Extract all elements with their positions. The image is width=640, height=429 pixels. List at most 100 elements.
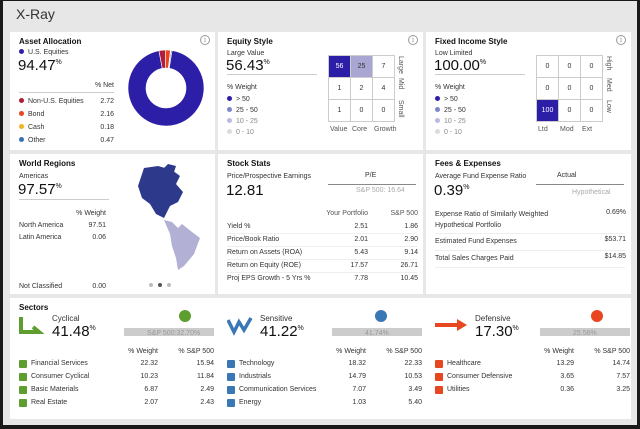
style-cell[interactable]: 0	[581, 100, 603, 122]
sector-group-name: Defensive	[475, 314, 511, 323]
legend-label: 10 - 25	[236, 118, 258, 125]
fees-panel: Fees & Expenses Average Fund Expense Rat…	[426, 154, 631, 294]
style-row-label: High	[605, 56, 612, 71]
world-regions-title: World Regions	[19, 159, 76, 168]
style-cell[interactable]: 2	[351, 78, 373, 100]
style-cell[interactable]: 7	[373, 56, 395, 78]
not-classified-label: Not Classified	[19, 283, 63, 290]
info-icon[interactable]: i	[200, 35, 210, 45]
sector-weight-value: 3.65	[560, 373, 574, 380]
fee-label: Estimated Fund Expenses	[435, 238, 517, 245]
asset-allocation-title: Asset Allocation	[19, 37, 82, 46]
equity-weight-label: % Weight	[227, 84, 257, 91]
sector-bench-value: 10.53	[404, 373, 422, 380]
sector-bench-marker	[591, 310, 603, 322]
actual-label: Actual	[557, 172, 577, 179]
sector-weight-value: 2.07	[144, 399, 158, 406]
expense-ratio-value: 0.39	[434, 182, 464, 199]
allocation-dot	[19, 110, 24, 116]
style-cell[interactable]: 1	[329, 78, 351, 100]
legend-row: 0 - 10	[435, 128, 462, 136]
legend-dot	[227, 128, 232, 134]
world-regions-panel: World Regions Americas 97.57% % Weight N…	[10, 154, 215, 294]
equity-style-box: 56 25 7 1 2 4 1 0 0	[328, 55, 395, 122]
stat-portfolio-value: 5.43	[354, 249, 368, 256]
legend-row: 10 - 25	[435, 117, 466, 125]
style-cell[interactable]: 0	[537, 78, 559, 100]
allocation-label: Bond	[28, 111, 45, 118]
allocation-label: Non-U.S. Equities	[28, 98, 84, 105]
region-value: 0.06	[92, 234, 106, 241]
stat-bench-value: 26.71	[400, 262, 418, 269]
style-column-label: Ext	[582, 126, 593, 133]
fee-label: Total Sales Charges Paid	[435, 255, 514, 262]
americas-map	[138, 164, 200, 270]
sector-weight-value: 1.03	[352, 399, 366, 406]
sector-icon	[227, 360, 235, 368]
defensive-icon	[435, 314, 467, 336]
stat-bench-value: 2.90	[404, 236, 418, 243]
sector-bench-header: % S&P 500	[178, 348, 214, 355]
style-cell[interactable]: 0	[581, 78, 603, 100]
style-cell[interactable]: 0	[559, 78, 581, 100]
allocation-row: Other	[19, 136, 46, 144]
fixed-income-panel: Fixed Income Style i Low Limited 100.00%…	[426, 32, 631, 150]
sector-weight-header: % Weight	[544, 348, 574, 355]
legend-dot	[227, 95, 232, 101]
fixed-income-main-value: 100.00	[434, 57, 480, 74]
info-icon[interactable]: i	[408, 35, 418, 45]
sector-bench-value: 22.33	[404, 360, 422, 367]
fee-label: Expense Ratio of Similarly Weighted Hypo…	[435, 211, 549, 229]
legend-label: > 50	[444, 96, 458, 103]
style-column-label: Ltd	[538, 126, 548, 133]
carousel-dots[interactable]	[149, 277, 175, 295]
style-cell[interactable]: 0	[537, 56, 559, 78]
style-cell[interactable]: 0	[559, 100, 581, 122]
allocation-row: Cash	[19, 123, 44, 131]
allocation-dot	[19, 97, 24, 103]
region-weight-header: % Weight	[76, 210, 106, 217]
equity-style-main-label: Large Value	[227, 50, 265, 57]
sector-bench-value: 7.57	[616, 373, 630, 380]
style-cell[interactable]: 1	[329, 100, 351, 122]
sector-weight-value: 18.32	[348, 360, 366, 367]
sector-bench-value: 3.25	[616, 386, 630, 393]
stat-label: Return on Equity (ROE)	[227, 262, 301, 269]
sector-bench-value: 3.49	[408, 386, 422, 393]
sector-bench-value: 15.94	[196, 360, 214, 367]
fee-value: $14.85	[604, 253, 626, 260]
style-cell[interactable]: 56	[329, 56, 351, 78]
fee-value: $53.71	[604, 236, 626, 243]
sector-weight-value: 0.36	[560, 386, 574, 393]
sector-icon	[435, 386, 443, 394]
us-equities-value: 94.47	[18, 57, 56, 74]
style-cell[interactable]: 100	[537, 100, 559, 122]
allocation-label: Other	[28, 137, 46, 144]
sector-group-value: 41.22	[260, 323, 298, 340]
style-cell[interactable]: 4	[373, 78, 395, 100]
sector-group-name: Cyclical	[52, 314, 80, 323]
style-cell[interactable]: 0	[373, 100, 395, 122]
sector-label: Utilities	[447, 386, 470, 393]
style-cell[interactable]: 0	[581, 56, 603, 78]
stat-label: Return on Assets (ROA)	[227, 249, 303, 256]
sector-label: Industrials	[239, 373, 271, 380]
donut-slice	[168, 49, 173, 69]
style-cell[interactable]: 25	[351, 56, 373, 78]
sector-label: Consumer Defensive	[447, 373, 513, 380]
sector-bench-marker	[179, 310, 191, 322]
sector-weight-value: 7.07	[352, 386, 366, 393]
sector-label: Healthcare	[447, 360, 481, 367]
style-cell[interactable]: 0	[351, 100, 373, 122]
stock-stats-title: Stock Stats	[227, 159, 271, 168]
sensitive-icon	[226, 314, 253, 336]
legend-dot	[227, 106, 232, 112]
region-value: 97.51	[88, 222, 106, 229]
sector-group-value: 17.30	[475, 323, 513, 340]
style-cell[interactable]: 0	[559, 56, 581, 78]
info-icon[interactable]: i	[616, 35, 626, 45]
stat-bench-value: 9.14	[404, 249, 418, 256]
sector-icon	[227, 399, 235, 407]
allocation-row: Non-U.S. Equities	[19, 97, 84, 105]
legend-row: > 50	[227, 95, 250, 103]
